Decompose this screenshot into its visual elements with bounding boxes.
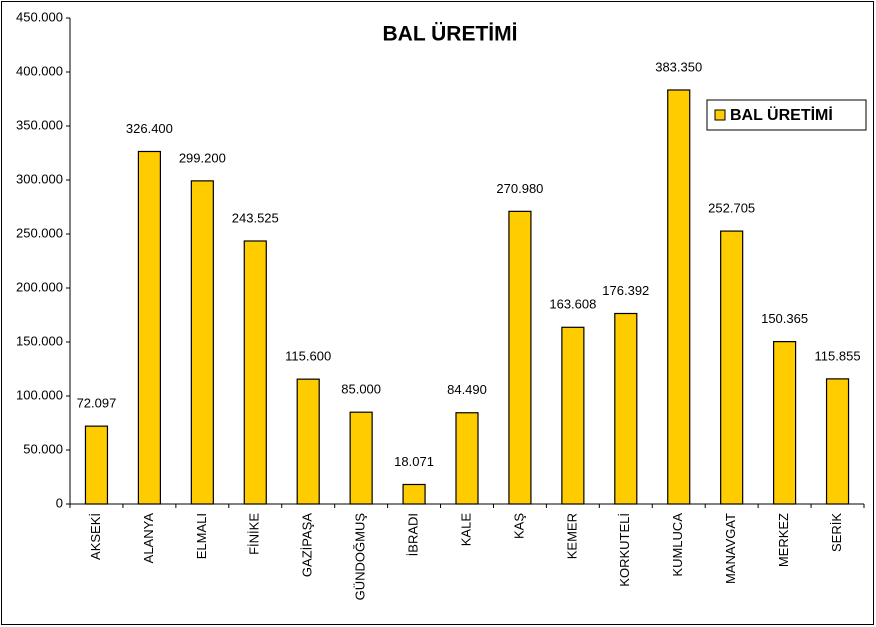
- bar: [84, 425, 109, 505]
- value-label: 176.392: [602, 283, 649, 298]
- y-tick-label: 450.000: [16, 9, 63, 24]
- x-tick-label: KAŞ: [511, 513, 526, 539]
- x-tick-label: SERİK: [829, 513, 844, 552]
- y-tick-label: 400.000: [16, 63, 63, 78]
- chart-title: BAL ÜRETİMİ: [383, 23, 518, 46]
- bar: [561, 326, 585, 505]
- bar: [296, 378, 320, 505]
- bar: [720, 230, 744, 505]
- value-label: 84.490: [447, 382, 487, 397]
- value-label: 72.097: [77, 396, 117, 411]
- value-label: 270.980: [496, 181, 543, 196]
- bar: [402, 483, 426, 505]
- value-label: 150.365: [761, 311, 808, 326]
- y-tick-label: 0: [56, 495, 63, 510]
- y-tick-label: 350.000: [16, 117, 63, 132]
- y-tick-label: 250.000: [16, 225, 63, 240]
- x-tick-label: KORKUTELİ: [617, 513, 632, 587]
- y-tick-label: 200.000: [16, 279, 63, 294]
- value-label: 243.525: [232, 210, 279, 225]
- bar: [137, 150, 161, 505]
- value-label: 299.200: [179, 150, 226, 165]
- bar: [614, 312, 638, 505]
- y-tick-label: 300.000: [16, 171, 63, 186]
- x-tick-label: MERKEZ: [776, 513, 791, 567]
- x-tick-label: MANAVGAT: [723, 513, 738, 584]
- value-label: 18.071: [394, 454, 434, 469]
- legend-swatch: [714, 109, 726, 121]
- value-label: 326.400: [126, 121, 173, 136]
- bar: [190, 180, 214, 505]
- x-tick-label: FİNİKE: [247, 513, 262, 555]
- value-label: 85.000: [341, 382, 381, 397]
- x-tick-label: KUMLUCA: [670, 513, 685, 577]
- bar: [508, 210, 532, 505]
- x-tick-label: ELMALI: [194, 513, 209, 559]
- value-label: 252.705: [708, 201, 755, 216]
- y-tick-label: 100.000: [16, 387, 63, 402]
- bar: [772, 341, 797, 505]
- legend-label: BAL ÜRETİMİ: [730, 105, 833, 124]
- bar: [825, 378, 850, 505]
- bar: [455, 412, 479, 505]
- x-tick-label: KALE: [458, 513, 473, 547]
- value-label: 115.600: [285, 349, 331, 364]
- value-label: 383.350: [655, 59, 702, 74]
- bar: [349, 411, 373, 505]
- x-tick-label: GAZİPAŞA: [300, 513, 315, 577]
- x-tick-label: İBRADI: [406, 513, 421, 556]
- x-tick-label: GÜNDOĞMUŞ: [353, 513, 368, 601]
- x-tick-label: AKSEKİ: [88, 513, 103, 560]
- x-tick-label: ALANYA: [141, 513, 156, 564]
- value-label: 163.608: [549, 297, 596, 312]
- x-tick-label: KEMER: [564, 513, 579, 559]
- bar: [667, 89, 691, 505]
- value-label: 115.855: [815, 348, 861, 363]
- y-tick-label: 50.000: [23, 441, 63, 456]
- y-tick-label: 150.000: [16, 333, 63, 348]
- legend-box: [706, 99, 867, 131]
- bar: [243, 240, 267, 505]
